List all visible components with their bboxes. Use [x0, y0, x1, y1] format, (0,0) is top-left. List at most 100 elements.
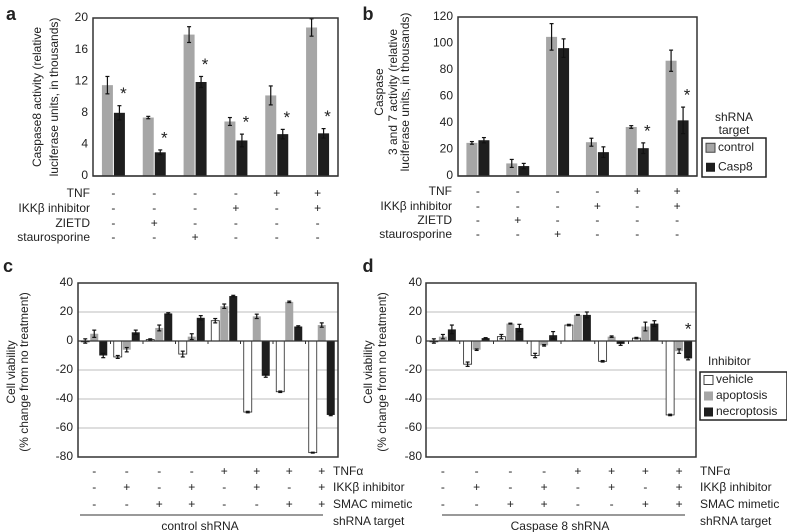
condition-sign: +	[574, 464, 581, 478]
condition-label: IKKβ inhibitor	[18, 201, 90, 215]
y-tick-label: 80	[440, 62, 454, 76]
bar-apoptosis	[573, 314, 582, 341]
bar-necroptosis	[650, 323, 659, 341]
y-tick-label: 40	[409, 275, 423, 289]
condition-label: TNF	[429, 184, 452, 198]
panel-letter-d: d	[363, 256, 374, 276]
bar-necroptosis	[261, 341, 270, 376]
y-tick-label: 40	[440, 115, 454, 129]
bar-apoptosis	[252, 316, 261, 341]
condition-sign: -	[556, 213, 560, 227]
condition-sign: -	[508, 480, 512, 494]
y-tick-label: 16	[75, 42, 89, 56]
bar-vehicle	[243, 340, 253, 413]
condition-sign: -	[476, 213, 480, 227]
y-axis-label: Caspase	[372, 68, 386, 116]
y-tick-label: 60	[440, 89, 454, 103]
legend-swatch-vehicle	[703, 375, 714, 385]
y-tick-label: 0	[81, 168, 88, 182]
condition-sign: +	[674, 184, 681, 198]
condition-sign: -	[234, 230, 238, 244]
condition-sign: +	[554, 227, 561, 241]
condition-sign: +	[473, 480, 480, 494]
condition-sign: -	[275, 216, 279, 230]
y-axis-label: 3 and 7 activity (relative	[386, 29, 400, 155]
condition-sign: -	[635, 227, 639, 241]
y-axis-label: (% change from no treatment)	[375, 292, 389, 451]
condition-label: IKKβ inhibitor	[380, 199, 452, 213]
condition-sign: -	[675, 227, 679, 241]
condition-sign: +	[314, 186, 321, 200]
y-tick-label: 8	[81, 105, 88, 119]
condition-sign: -	[635, 213, 639, 227]
legend-title: Inhibitor	[708, 354, 751, 368]
bar-vehicle	[210, 320, 220, 342]
y-axis-label: (% change from no treatment)	[17, 292, 31, 451]
legend-swatch-control	[705, 142, 716, 153]
condition-sign: +	[676, 480, 683, 494]
y-axis-label: luciferase units, in thousands)	[47, 18, 61, 177]
panel-a: 0 4 8 12 16 20 Caspase8 activity (relative luci…	[17, 10, 339, 244]
condition-sign: +	[541, 497, 548, 511]
condition-sign: -	[556, 199, 560, 213]
condition-sign: -	[111, 216, 115, 230]
condition-label: ZIETD	[417, 213, 452, 227]
condition-sign: -	[193, 186, 197, 200]
y-tick-label: 20	[60, 304, 74, 318]
y-tick-label: -20	[56, 362, 74, 376]
y-tick-label: 12	[75, 73, 89, 87]
condition-sign: +	[273, 186, 280, 200]
bar-casp8	[597, 152, 609, 176]
condition-sign: +	[634, 184, 641, 198]
bar-casp8	[154, 152, 166, 176]
panel-letter-a: a	[6, 4, 17, 24]
condition-sign: -	[157, 464, 161, 478]
bar-necroptosis	[294, 326, 303, 341]
condition-sign: -	[476, 199, 480, 213]
significance-asterisk: *	[684, 86, 691, 105]
plot-frame	[425, 282, 697, 458]
y-tick-label: -80	[56, 449, 74, 463]
condition-sign: -	[125, 497, 129, 511]
bar-control	[265, 95, 277, 176]
significance-asterisk: *	[161, 128, 168, 147]
condition-sign: -	[152, 186, 156, 200]
condition-sign: +	[608, 464, 615, 478]
bar-control	[142, 117, 154, 176]
panel-letter-c: c	[3, 256, 13, 276]
bar-necroptosis	[447, 329, 456, 341]
legend-box	[699, 371, 787, 421]
condition-sign: -	[193, 201, 197, 215]
bar-apoptosis	[506, 323, 515, 341]
bar-necroptosis	[684, 341, 693, 359]
legend-entry: vehicle	[716, 372, 754, 386]
legend-entry: necroptosis	[716, 404, 777, 418]
condition-label: TNFα	[700, 464, 730, 478]
legend-entry: Casp8	[718, 159, 753, 173]
condition-sign: -	[576, 497, 580, 511]
condition-sign: -	[222, 480, 226, 494]
condition-sign: -	[92, 497, 96, 511]
bar-necroptosis	[582, 314, 591, 341]
condition-sign: -	[193, 216, 197, 230]
condition-sign: +	[314, 201, 321, 215]
y-tick-label: 20	[440, 142, 454, 156]
condition-sign: +	[123, 480, 130, 494]
condition-sign: -	[556, 184, 560, 198]
condition-sign: +	[594, 199, 601, 213]
condition-sign: -	[190, 464, 194, 478]
condition-sign: -	[476, 184, 480, 198]
condition-sign: +	[253, 464, 260, 478]
bar-necroptosis	[99, 341, 108, 356]
bar-casp8	[637, 148, 649, 176]
bar-control	[306, 27, 318, 177]
condition-sign: -	[441, 497, 445, 511]
condition-sign: -	[516, 199, 520, 213]
bar-apoptosis	[472, 341, 481, 350]
bar-apoptosis	[155, 327, 164, 341]
bar-control	[625, 126, 637, 176]
y-tick-label: 0	[415, 333, 422, 347]
condition-label: ZIETD	[55, 216, 90, 230]
condition-sign: +	[674, 199, 681, 213]
